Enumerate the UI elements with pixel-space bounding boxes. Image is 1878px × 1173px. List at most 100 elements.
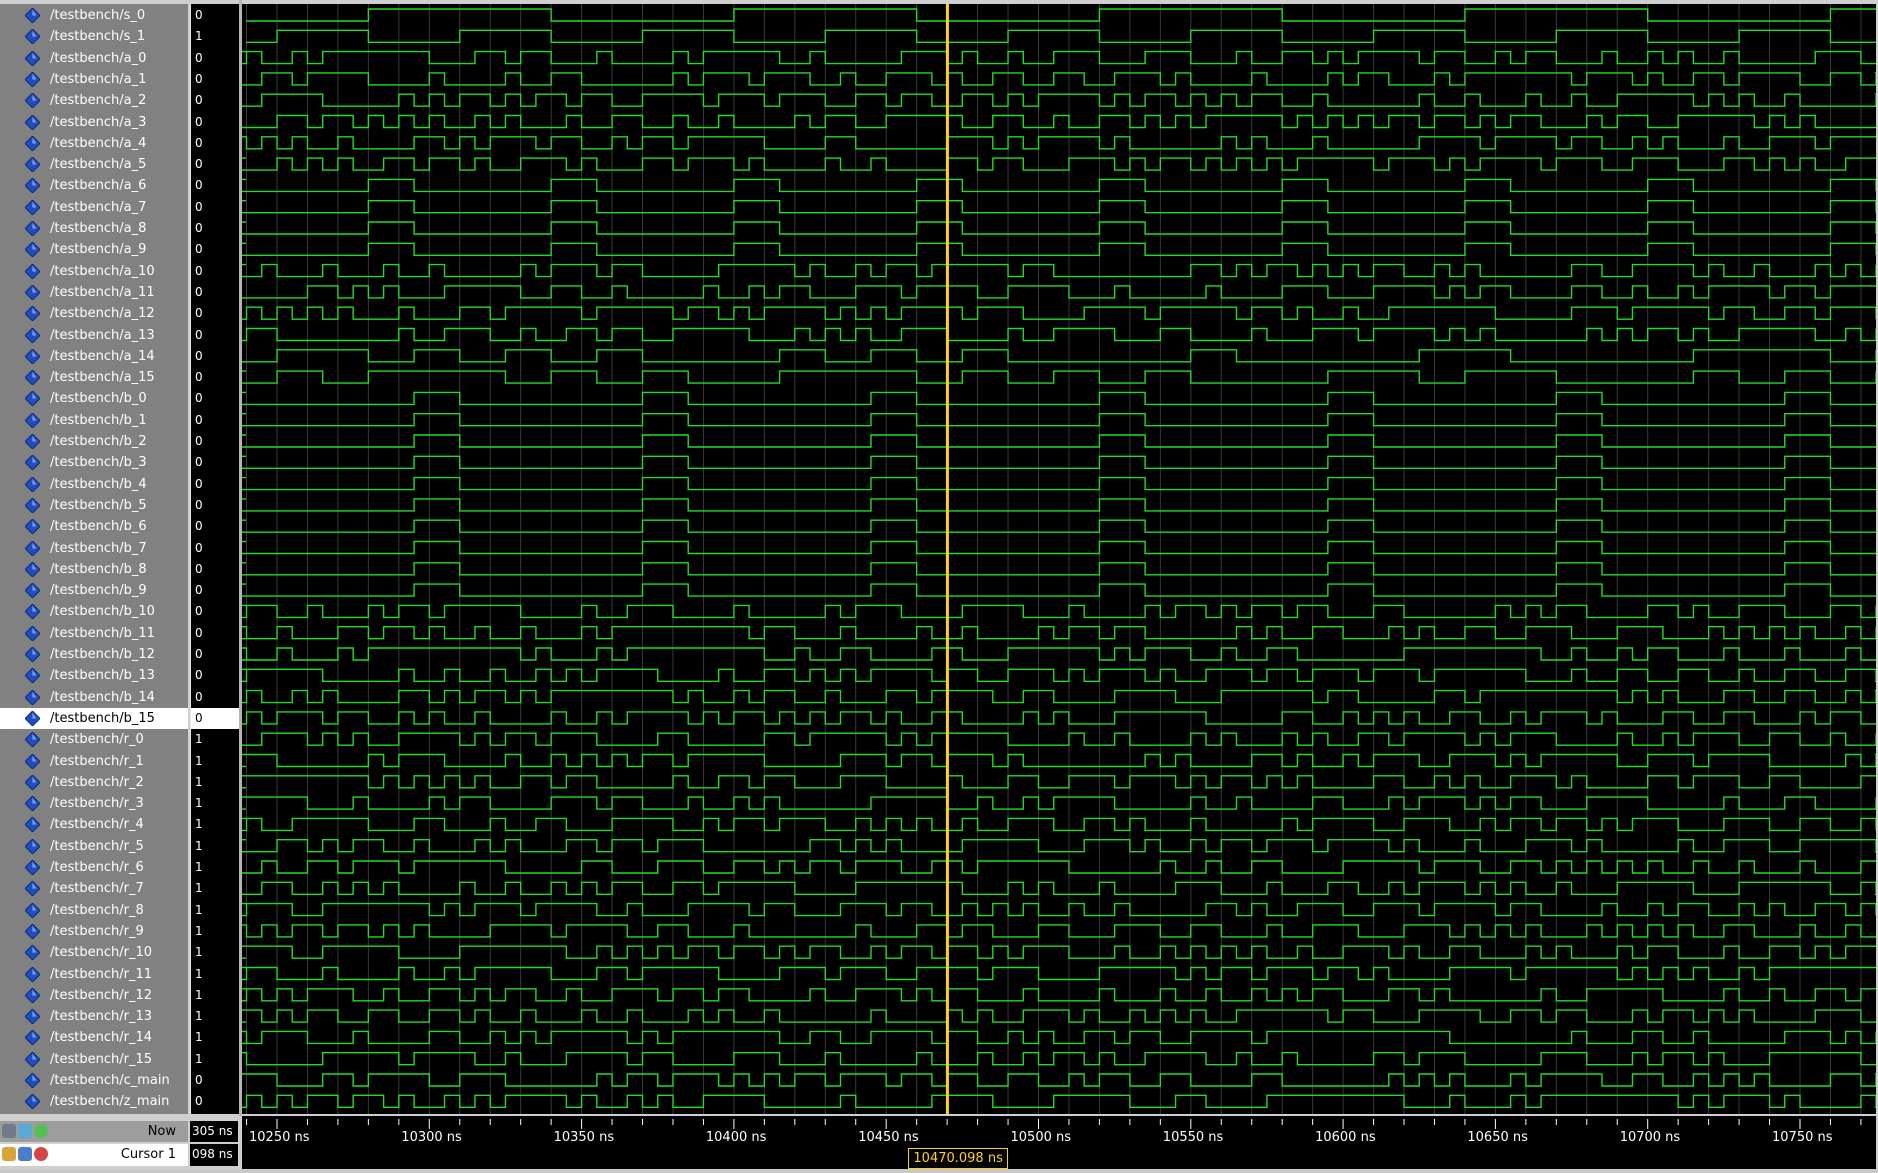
- signal-row[interactable]: /testbench/a_7: [0, 197, 188, 218]
- signal-row[interactable]: /testbench/b_6: [0, 516, 188, 537]
- pane-splitter[interactable]: [239, 0, 242, 1169]
- signal-row[interactable]: /testbench/r_3: [0, 793, 188, 814]
- signal-row[interactable]: /testbench/a_10: [0, 261, 188, 282]
- signal-value[interactable]: 1: [191, 793, 239, 814]
- signal-value[interactable]: 0: [191, 346, 239, 367]
- signal-row[interactable]: /testbench/a_12: [0, 303, 188, 324]
- signal-value[interactable]: 1: [191, 857, 239, 878]
- signal-row[interactable]: /testbench/a_6: [0, 175, 188, 196]
- signal-value[interactable]: 0: [191, 282, 239, 303]
- signal-row[interactable]: /testbench/a_2: [0, 90, 188, 111]
- signal-value[interactable]: 0: [191, 559, 239, 580]
- signal-value-pane[interactable]: 0 1 0 0 0 0 0 0 0 0 0 0 0 0 0 0 0 0 0 0 0 0 0 0 0 0 0 0 0 0 0 0 0 0 1 1 1 1 1 1…: [190, 4, 239, 1114]
- signal-value[interactable]: 0: [191, 90, 239, 111]
- add-icon[interactable]: [18, 1124, 32, 1138]
- signal-row[interactable]: /testbench/b_11: [0, 623, 188, 644]
- signal-row[interactable]: /testbench/s_1: [0, 26, 188, 47]
- signal-value[interactable]: 0: [191, 687, 239, 708]
- signal-row[interactable]: /testbench/a_8: [0, 218, 188, 239]
- signal-row[interactable]: /testbench/r_1: [0, 751, 188, 772]
- signal-row[interactable]: /testbench/r_12: [0, 985, 188, 1006]
- signal-value[interactable]: 0: [191, 239, 239, 260]
- signal-row[interactable]: /testbench/a_4: [0, 133, 188, 154]
- signal-row[interactable]: /testbench/s_0: [0, 5, 188, 26]
- signal-row[interactable]: /testbench/b_14: [0, 687, 188, 708]
- signal-row[interactable]: /testbench/a_5: [0, 154, 188, 175]
- signal-value[interactable]: 1: [191, 985, 239, 1006]
- signal-row[interactable]: /testbench/r_9: [0, 921, 188, 942]
- signal-value[interactable]: 1: [191, 900, 239, 921]
- signal-value[interactable]: 1: [191, 1027, 239, 1048]
- signal-value[interactable]: 0: [191, 538, 239, 559]
- remove-icon[interactable]: [34, 1147, 48, 1161]
- signal-value[interactable]: 0: [191, 133, 239, 154]
- cursor-time-label[interactable]: 10470.098 ns: [908, 1148, 1008, 1169]
- signal-row[interactable]: /testbench/r_7: [0, 878, 188, 899]
- signal-value[interactable]: 0: [191, 197, 239, 218]
- signal-value[interactable]: 0: [191, 452, 239, 473]
- signal-row[interactable]: /testbench/b_15: [0, 707, 188, 729]
- signal-row[interactable]: /testbench/r_5: [0, 836, 188, 857]
- signal-value[interactable]: 0: [191, 623, 239, 644]
- signal-value[interactable]: 0: [191, 388, 239, 409]
- signal-row[interactable]: /testbench/a_3: [0, 112, 188, 133]
- signal-value[interactable]: 0: [191, 261, 239, 282]
- signal-value[interactable]: 0: [191, 112, 239, 133]
- tools-icon[interactable]: [2, 1124, 16, 1138]
- signal-row[interactable]: /testbench/b_0: [0, 388, 188, 409]
- signal-value[interactable]: 0: [191, 601, 239, 622]
- signal-value[interactable]: 1: [191, 729, 239, 750]
- signal-row[interactable]: /testbench/b_4: [0, 474, 188, 495]
- signal-row[interactable]: /testbench/b_13: [0, 665, 188, 686]
- signal-row[interactable]: /testbench/r_10: [0, 942, 188, 963]
- signal-value[interactable]: 0: [191, 431, 239, 452]
- signal-value[interactable]: 0: [191, 303, 239, 324]
- signal-value[interactable]: 0: [191, 48, 239, 69]
- signal-value[interactable]: 0: [191, 175, 239, 196]
- signal-value[interactable]: 0: [191, 218, 239, 239]
- add-icon[interactable]: [34, 1124, 48, 1138]
- signal-name-pane[interactable]: /testbench/s_0/testbench/s_1/testbench/a…: [0, 4, 188, 1114]
- signal-value[interactable]: 0: [191, 410, 239, 431]
- cursor-row[interactable]: Cursor 1: [0, 1144, 188, 1166]
- signal-row[interactable]: /testbench/b_9: [0, 580, 188, 601]
- signal-row[interactable]: /testbench/b_8: [0, 559, 188, 580]
- signal-row[interactable]: /testbench/b_7: [0, 538, 188, 559]
- signal-value[interactable]: 1: [191, 964, 239, 985]
- signal-value[interactable]: 1: [191, 921, 239, 942]
- signal-row[interactable]: /testbench/r_0: [0, 729, 188, 750]
- signal-row[interactable]: /testbench/c_main: [0, 1070, 188, 1091]
- signal-row[interactable]: /testbench/a_9: [0, 239, 188, 260]
- signal-value[interactable]: 1: [191, 1006, 239, 1027]
- signal-row[interactable]: /testbench/a_11: [0, 282, 188, 303]
- signal-value[interactable]: 1: [191, 814, 239, 835]
- signal-value[interactable]: 1: [191, 1049, 239, 1070]
- signal-row[interactable]: /testbench/a_14: [0, 346, 188, 367]
- signal-row[interactable]: /testbench/b_3: [0, 452, 188, 473]
- signal-row[interactable]: /testbench/r_13: [0, 1006, 188, 1027]
- signal-row[interactable]: /testbench/a_1: [0, 69, 188, 90]
- signal-value[interactable]: 1: [191, 942, 239, 963]
- signal-row[interactable]: /testbench/r_15: [0, 1049, 188, 1070]
- signal-value[interactable]: 0: [191, 154, 239, 175]
- signal-value[interactable]: 1: [191, 836, 239, 857]
- signal-row[interactable]: /testbench/b_1: [0, 410, 188, 431]
- signal-row[interactable]: /testbench/b_5: [0, 495, 188, 516]
- signal-value[interactable]: 0: [191, 516, 239, 537]
- signal-row[interactable]: /testbench/b_12: [0, 644, 188, 665]
- signal-value[interactable]: 0: [191, 580, 239, 601]
- edit-icon[interactable]: [18, 1147, 32, 1161]
- signal-value[interactable]: 0: [191, 474, 239, 495]
- signal-row[interactable]: /testbench/r_6: [0, 857, 188, 878]
- signal-row[interactable]: /testbench/r_14: [0, 1027, 188, 1048]
- signal-row[interactable]: /testbench/r_2: [0, 772, 188, 793]
- signal-value[interactable]: 0: [191, 707, 239, 729]
- lock-icon[interactable]: [2, 1147, 16, 1161]
- signal-value[interactable]: 0: [191, 69, 239, 90]
- signal-value[interactable]: 0: [191, 325, 239, 346]
- signal-value[interactable]: 1: [191, 26, 239, 47]
- signal-value[interactable]: 0: [191, 644, 239, 665]
- signal-row[interactable]: /testbench/a_0: [0, 48, 188, 69]
- signal-row[interactable]: /testbench/r_8: [0, 900, 188, 921]
- signal-value[interactable]: 0: [191, 367, 239, 388]
